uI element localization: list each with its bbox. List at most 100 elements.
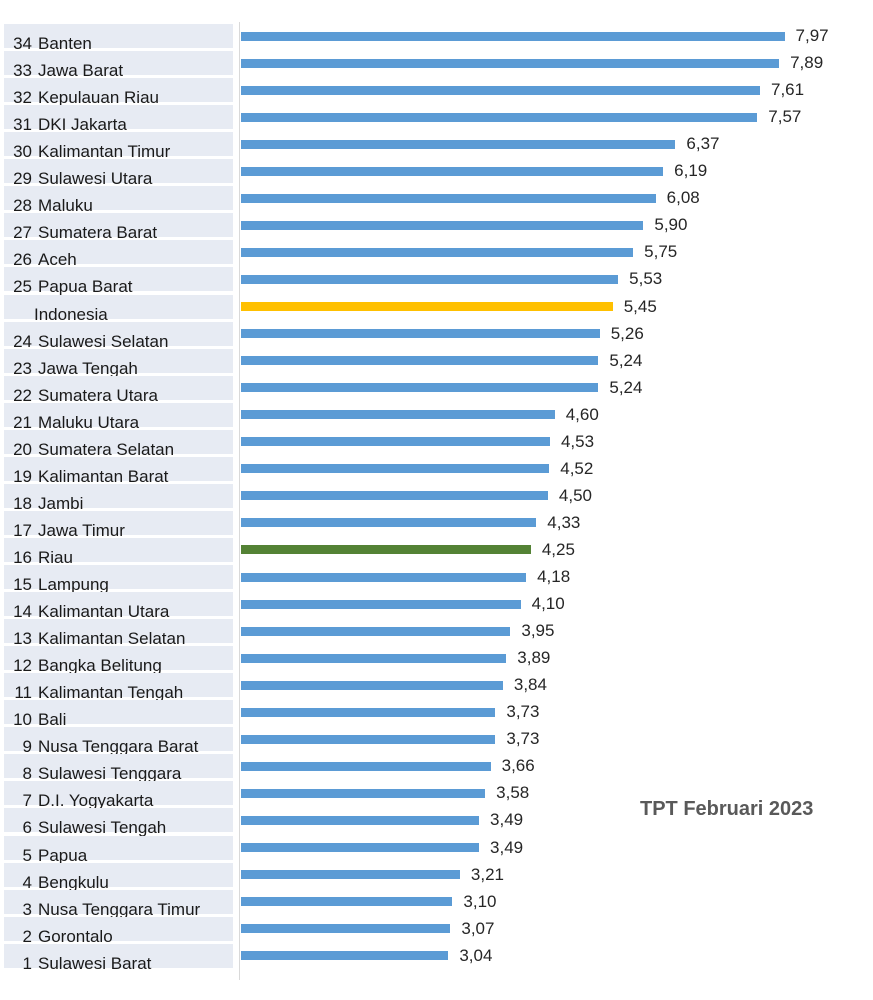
- category-row-background: [4, 808, 233, 833]
- data-label: 3,07: [461, 918, 495, 938]
- category-label: Bengkulu: [38, 872, 109, 892]
- data-label: 5,90: [654, 215, 688, 235]
- category-label: Gorontalo: [38, 926, 113, 946]
- rank-label: 34: [13, 34, 32, 53]
- chart-annotation: TPT Februari 2023: [640, 798, 814, 820]
- category-row-background: [4, 727, 233, 752]
- data-label: 7,57: [768, 107, 802, 127]
- data-label: 5,24: [609, 377, 643, 397]
- category-row-background: [4, 889, 233, 914]
- bar: [241, 166, 664, 176]
- data-label: 6,08: [666, 188, 700, 208]
- category-label: Nusa Tenggara Timur: [38, 899, 201, 919]
- category-label: Riau: [38, 547, 73, 567]
- category-row-background: [4, 943, 233, 968]
- bar: [241, 491, 548, 501]
- bar: [241, 193, 656, 203]
- category-label: Sulawesi Tenggara: [38, 764, 182, 784]
- bar: [241, 31, 785, 41]
- bar-highlighted: [241, 545, 531, 555]
- category-row-background: [4, 537, 233, 562]
- bar: [241, 518, 537, 528]
- data-label: 5,45: [623, 296, 657, 316]
- category-row-background: [4, 754, 233, 779]
- category-row-background: [4, 483, 233, 508]
- category-label: Maluku Utara: [38, 412, 140, 432]
- bar: [241, 870, 460, 880]
- bar: [241, 897, 453, 907]
- category-label: Lampung: [38, 575, 109, 594]
- rank-label: 33: [13, 61, 32, 81]
- category-row-background: [4, 348, 233, 373]
- category-row-background: [4, 402, 233, 427]
- bar: [241, 464, 550, 474]
- category-label: Aceh: [38, 250, 77, 270]
- data-label: 3,73: [506, 729, 540, 749]
- category-label: Papua Barat: [38, 277, 133, 297]
- category-row-background: [4, 700, 233, 725]
- category-row-background: [4, 835, 233, 860]
- category-row-background: [4, 565, 233, 589]
- bar: [241, 572, 527, 582]
- rank-label: 29: [13, 169, 32, 189]
- category-label: Sulawesi Barat: [38, 953, 152, 973]
- data-label: 4,18: [537, 567, 571, 586]
- bar: [241, 356, 599, 366]
- bar: [241, 843, 480, 852]
- bar: [241, 761, 491, 771]
- rank-label: 8: [22, 764, 32, 784]
- category-row-background: [4, 105, 233, 130]
- rank-label: 7: [22, 791, 32, 811]
- bar: [241, 139, 676, 149]
- rank-label: 19: [13, 466, 32, 486]
- rank-label: 18: [13, 493, 32, 513]
- bar: [241, 112, 758, 122]
- category-row-background: [4, 24, 233, 48]
- bar: [241, 329, 600, 339]
- data-label: 5,24: [609, 350, 643, 370]
- rank-label: 6: [22, 818, 32, 838]
- bar: [241, 788, 486, 798]
- bar: [241, 85, 760, 95]
- category-row-background: [4, 267, 233, 292]
- category-row-background: [4, 510, 233, 535]
- category-label: Kepulauan Riau: [38, 88, 159, 108]
- data-label: 4,25: [541, 539, 575, 559]
- category-label: Nusa Tenggara Barat: [38, 737, 199, 757]
- data-label: 4,60: [565, 404, 599, 424]
- data-label: 7,61: [771, 80, 805, 100]
- category-label: Indonesia: [34, 304, 108, 324]
- bar-national: [241, 302, 613, 311]
- data-label: 7,97: [795, 26, 829, 45]
- category-row-background: [4, 213, 233, 238]
- rank-label: 24: [13, 331, 32, 351]
- category-row-background: [4, 619, 233, 644]
- bar: [241, 383, 599, 393]
- bar: [241, 437, 550, 447]
- category-label: Bangka Belitung: [38, 656, 162, 676]
- rank-label: 26: [13, 250, 32, 270]
- bar: [241, 247, 634, 257]
- rank-label: 15: [13, 575, 32, 594]
- rank-label: 32: [13, 88, 32, 108]
- data-label: 5,53: [629, 269, 663, 289]
- data-label: 3,89: [517, 648, 551, 668]
- category-row-background: [4, 429, 233, 454]
- rank-label: 16: [13, 547, 32, 567]
- data-label: 6,37: [686, 134, 720, 154]
- data-label: 3,04: [459, 945, 493, 965]
- category-row-background: [4, 646, 233, 671]
- category-label: Sulawesi Utara: [38, 169, 153, 189]
- category-label: Kalimantan Tengah: [38, 683, 184, 703]
- rank-label: 4: [22, 872, 32, 892]
- data-label: 3,73: [506, 702, 540, 722]
- category-axis-line: [239, 22, 240, 980]
- bar: [241, 951, 449, 961]
- bar: [241, 274, 619, 284]
- bar: [241, 707, 496, 717]
- rank-label: 31: [13, 115, 32, 135]
- category-row-background: [4, 240, 233, 265]
- data-label: 5,75: [644, 242, 678, 262]
- rank-label: 3: [22, 899, 32, 919]
